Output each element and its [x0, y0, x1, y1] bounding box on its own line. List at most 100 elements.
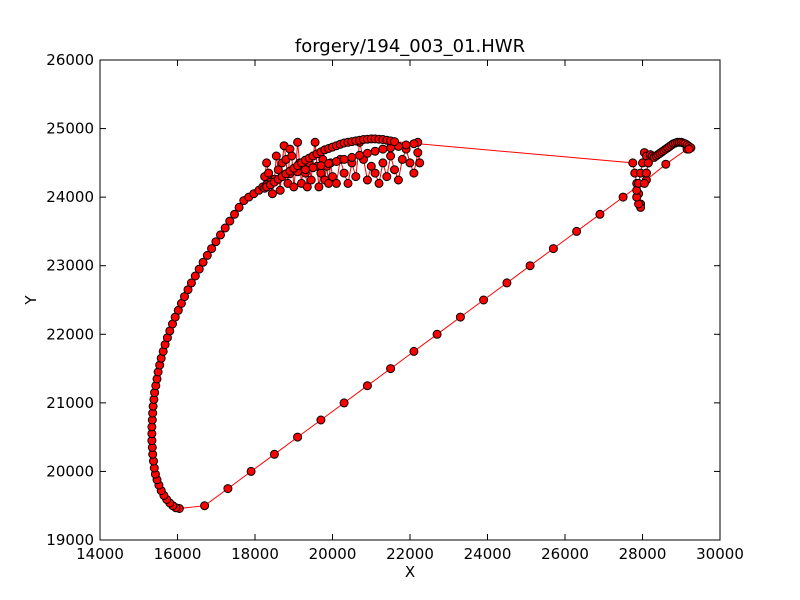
data-point [413, 148, 423, 158]
data-point [409, 346, 419, 356]
data-point [293, 432, 303, 442]
y-tick-label: 25000 [46, 120, 94, 138]
x-tick-label: 28000 [619, 545, 667, 563]
data-point [324, 159, 334, 168]
data-point [331, 157, 341, 166]
data-point [639, 178, 649, 188]
data-point [273, 165, 283, 175]
data-point [628, 158, 638, 168]
data-point [432, 329, 442, 339]
data-point [186, 278, 196, 288]
y-tick-label: 24000 [46, 188, 94, 206]
y-tick-label: 21000 [46, 394, 94, 412]
data-point [216, 230, 225, 240]
data-point [390, 137, 399, 147]
data-point [409, 139, 419, 149]
data-point [378, 158, 388, 168]
x-tick-label: 14000 [76, 545, 124, 563]
x-tick-label: 24000 [464, 545, 512, 563]
y-tick-label: 20000 [46, 462, 94, 480]
data-point [223, 484, 233, 494]
x-tick-label: 18000 [231, 545, 279, 563]
data-point [378, 144, 388, 154]
data-point [362, 175, 372, 185]
y-tick-label: 26000 [46, 51, 94, 69]
x-axis-label: X [405, 563, 415, 581]
data-point [370, 168, 380, 178]
data-point [525, 261, 535, 271]
data-point [310, 137, 320, 147]
axes-frame [99, 59, 721, 541]
data-point [289, 182, 299, 192]
data-point [328, 172, 337, 182]
data-point [502, 278, 512, 288]
x-tick-label: 26000 [541, 545, 589, 563]
data-point [306, 175, 316, 185]
data-point [401, 140, 411, 150]
data-point [347, 152, 357, 162]
data-point [355, 150, 365, 160]
data-point [293, 137, 303, 147]
data-point [180, 292, 189, 302]
data-point [200, 501, 210, 511]
data-point [366, 161, 376, 171]
y-tick-label: 23000 [46, 257, 94, 275]
data-point [316, 415, 326, 425]
data-point [386, 151, 396, 161]
data-point [225, 216, 235, 226]
y-axis-label: Y [22, 295, 40, 306]
data-point [595, 209, 605, 219]
data-point [271, 151, 281, 161]
data-point [339, 398, 349, 408]
data-point [362, 381, 372, 391]
data-layer [147, 134, 696, 513]
data-point [267, 189, 277, 199]
x-tick-label: 30000 [696, 545, 744, 563]
data-point [405, 158, 415, 168]
data-point [198, 257, 208, 267]
x-tick-label: 16000 [154, 545, 202, 563]
data-point [684, 144, 694, 154]
data-point [207, 244, 217, 254]
data-point [269, 449, 279, 459]
data-point [618, 192, 628, 202]
data-point [287, 151, 297, 161]
y-tick-label: 19000 [46, 531, 94, 549]
data-point [264, 168, 274, 178]
data-point [202, 250, 212, 260]
data-point [343, 178, 353, 188]
data-point [275, 185, 285, 195]
data-point [374, 178, 384, 188]
data-point [390, 165, 399, 175]
y-tick-label: 22000 [46, 325, 94, 343]
data-point [370, 146, 380, 156]
tick-layer: 14000 16000 18000 20000 22000 24000 26000 28000… [46, 51, 744, 563]
data-point [661, 159, 671, 169]
data-point [234, 202, 244, 212]
data-point [409, 168, 419, 178]
data-point [314, 182, 324, 192]
data-point [382, 172, 392, 182]
x-tick-label: 20000 [309, 545, 357, 563]
data-point [362, 148, 372, 158]
data-point [393, 175, 403, 185]
chart-title: forgery/194_003_01.HWR [295, 36, 525, 57]
data-point [641, 168, 651, 178]
data-point [211, 237, 221, 247]
data-point [397, 154, 407, 164]
data-point [262, 158, 272, 168]
data-point [339, 154, 349, 164]
x-tick-label: 22000 [386, 545, 434, 563]
data-point [339, 168, 349, 178]
data-point [479, 295, 489, 305]
data-point [351, 172, 361, 182]
data-point [643, 158, 653, 168]
data-point [316, 161, 326, 171]
data-point [308, 163, 318, 173]
data-point [246, 466, 256, 476]
data-point [386, 364, 396, 374]
data-point [415, 158, 425, 168]
data-point [302, 182, 312, 192]
data-point [220, 223, 230, 233]
